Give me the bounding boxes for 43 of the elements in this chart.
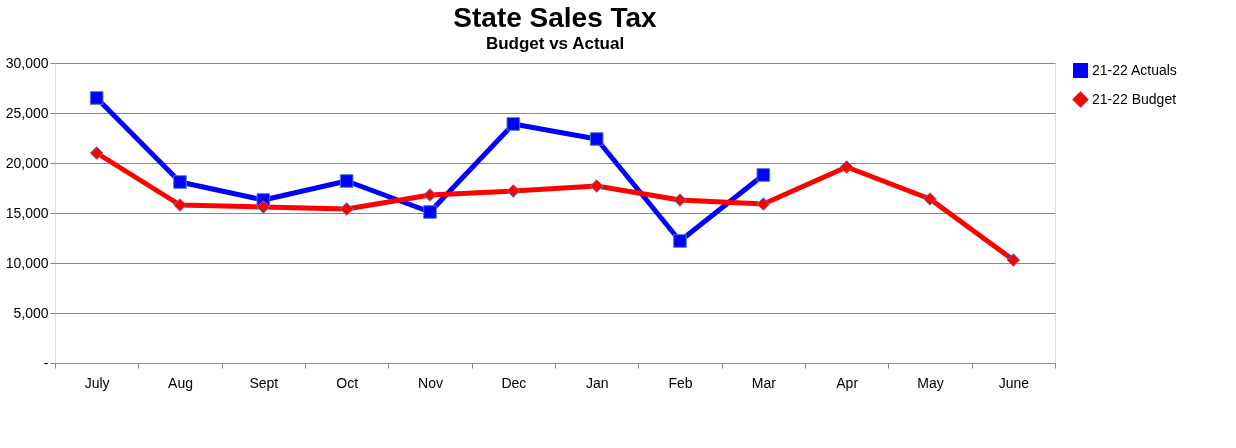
chart-title: State Sales Tax	[453, 2, 658, 33]
point	[756, 168, 771, 182]
point	[756, 197, 771, 211]
point	[839, 160, 854, 174]
x-tick-label: Oct	[336, 374, 359, 391]
x-tick-label: Feb	[668, 374, 693, 391]
x-tick-label: Sept	[249, 374, 279, 391]
point	[339, 174, 354, 188]
point	[173, 198, 187, 212]
y-tick-label: 5,000	[13, 304, 49, 321]
x-tick-label: Mar	[751, 374, 777, 391]
y-tick-label: 30,000	[5, 54, 49, 71]
chart-subtitle: Budget vs Actual	[485, 34, 625, 53]
y-tick-label: 10,000	[5, 254, 49, 271]
point	[506, 117, 521, 131]
point	[256, 200, 271, 214]
point	[673, 234, 687, 248]
point	[423, 205, 437, 219]
x-tick-label: Dec	[501, 374, 527, 391]
y-tick-label: 20,000	[5, 154, 49, 171]
point	[423, 188, 437, 202]
point	[173, 175, 187, 189]
x-tick-label: Jan	[585, 374, 609, 391]
x-tick-label: June	[998, 374, 1030, 391]
legend-label: 21-22 Actuals	[1092, 61, 1177, 78]
y-tick-label: 15,000	[5, 204, 49, 221]
point	[673, 193, 687, 207]
x-tick-label: Apr	[836, 374, 859, 391]
y-tick-label: 25,000	[5, 104, 49, 121]
point	[923, 192, 937, 206]
y-tick-label: -	[43, 354, 49, 371]
point	[339, 202, 354, 216]
x-tick-label: July	[84, 374, 110, 391]
point	[589, 132, 604, 146]
point	[506, 184, 521, 198]
point	[1006, 253, 1021, 267]
x-tick-label: Nov	[418, 374, 443, 391]
point	[89, 146, 104, 160]
point	[589, 179, 604, 193]
point	[89, 91, 104, 105]
x-tick-label: May	[917, 374, 944, 391]
legend-label: 21-22 Budget	[1092, 90, 1177, 107]
x-tick-label: Aug	[168, 374, 193, 391]
